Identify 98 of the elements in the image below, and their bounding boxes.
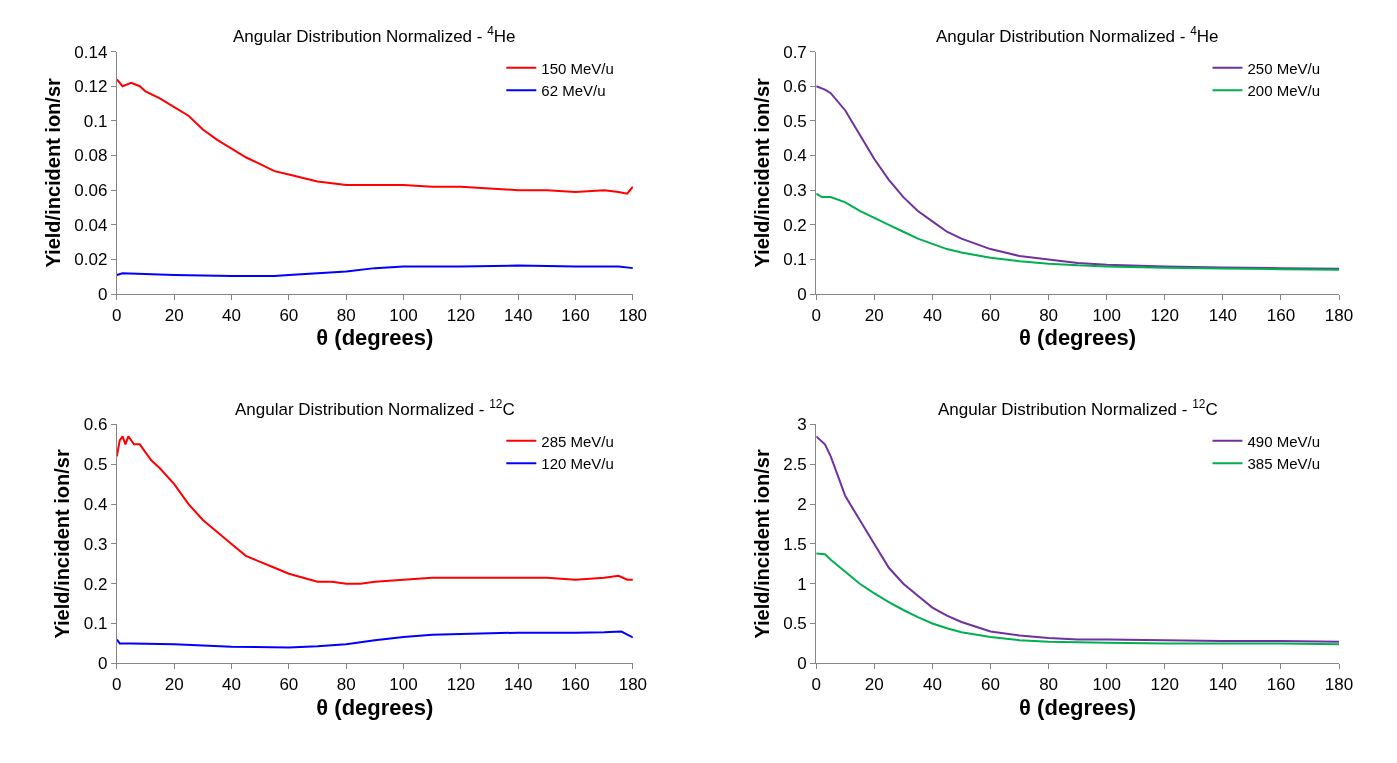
x-tick-label: 60 <box>981 305 1000 325</box>
x-tick-label: 140 <box>504 674 533 694</box>
y-tick-label: 0.02 <box>74 250 108 270</box>
y-tick-label: 0.6 <box>83 415 108 435</box>
x-tick-label: 180 <box>618 305 648 325</box>
x-tick-label: 100 <box>1092 305 1121 325</box>
y-tick-label: 0.6 <box>783 77 807 97</box>
y-tick-label: 0 <box>797 654 807 674</box>
x-axis-title: θ (degrees) <box>316 325 434 351</box>
y-tick-label: 0.12 <box>74 77 108 97</box>
line-series <box>116 264 633 277</box>
line-series <box>816 435 1340 643</box>
x-tick-label: 180 <box>618 674 648 694</box>
x-tick-label: 0 <box>811 305 821 325</box>
x-axis-title: θ (degrees) <box>1019 694 1137 720</box>
y-axis-title: Yield/incident ion/sr <box>51 449 74 639</box>
x-tick-label: 60 <box>279 674 299 694</box>
x-tick-label: 0 <box>112 305 122 325</box>
y-tick-label: 2 <box>797 495 807 515</box>
y-tick-label: 3 <box>797 415 807 435</box>
y-tick-label: 0.1 <box>783 250 807 270</box>
x-tick-label: 60 <box>279 305 299 325</box>
line-series <box>116 435 633 585</box>
x-tick-label: 140 <box>504 305 533 325</box>
x-tick-label: 20 <box>864 674 884 694</box>
y-axis-title: Yield/incident ion/sr <box>750 77 773 268</box>
legend-label: 490 MeV/u <box>1247 432 1321 450</box>
legend-label: 250 MeV/u <box>1247 59 1321 77</box>
chart-title: Angular Distribution Normalized - $^{12}$C <box>235 397 515 420</box>
legend-label: 120 MeV/u <box>541 455 614 473</box>
y-tick-label: 0.3 <box>83 534 108 554</box>
x-tick-label: 180 <box>1324 305 1354 325</box>
y-tick-label: 0.7 <box>783 42 807 62</box>
x-tick-label: 40 <box>222 305 241 325</box>
line-series <box>816 85 1340 270</box>
y-tick-label: 0.4 <box>783 146 807 166</box>
x-tick-label: 100 <box>1092 674 1121 694</box>
y-tick-label: 0 <box>797 285 807 305</box>
x-tick-label: 60 <box>981 674 1000 694</box>
chart-title: Angular Distribution Normalized - $^{4}$He <box>233 24 516 47</box>
x-tick-label: 180 <box>1324 674 1354 694</box>
legend-label: 285 MeV/u <box>541 432 614 450</box>
x-tick-label: 80 <box>1039 674 1059 694</box>
x-tick-label: 80 <box>336 674 356 694</box>
x-axis-title: θ (degrees) <box>1019 325 1137 351</box>
line-series <box>816 552 1340 646</box>
x-tick-label: 0 <box>811 674 821 694</box>
chart-title: Angular Distribution Normalized - $^{12}$C <box>938 397 1218 420</box>
y-tick-label: 2.5 <box>783 455 807 475</box>
x-tick-label: 100 <box>389 674 418 694</box>
x-tick-label: 40 <box>922 674 942 694</box>
x-tick-label: 160 <box>1266 674 1296 694</box>
y-tick-label: 0.06 <box>74 181 108 201</box>
y-tick-label: 0.04 <box>74 215 108 235</box>
x-tick-label: 140 <box>1208 674 1238 694</box>
line-series <box>116 630 633 649</box>
chart-title: Angular Distribution Normalized - $^{4}$He <box>936 24 1219 47</box>
y-tick-label: 1 <box>797 574 807 594</box>
x-tick-label: 140 <box>1208 305 1238 325</box>
x-tick-label: 160 <box>561 305 590 325</box>
x-tick-label: 20 <box>164 305 184 325</box>
x-tick-label: 80 <box>1039 305 1059 325</box>
x-tick-label: 40 <box>222 674 241 694</box>
y-tick-label: 0.14 <box>74 42 108 62</box>
line-series <box>116 78 633 195</box>
x-tick-label: 0 <box>112 674 122 694</box>
x-axis-title: θ (degrees) <box>316 694 434 720</box>
y-tick-label: 1.5 <box>783 534 807 554</box>
y-tick-label: 0.5 <box>783 614 807 634</box>
legend-label: 150 MeV/u <box>541 59 614 77</box>
x-tick-label: 120 <box>446 305 476 325</box>
x-tick-label: 20 <box>164 674 184 694</box>
x-tick-label: 160 <box>1266 305 1296 325</box>
x-tick-label: 40 <box>922 305 942 325</box>
y-tick-label: 0.1 <box>83 111 108 131</box>
x-tick-label: 160 <box>561 674 590 694</box>
y-tick-label: 0.5 <box>83 455 108 475</box>
y-tick-label: 0 <box>97 654 108 674</box>
legend-label: 62 MeV/u <box>541 82 606 100</box>
y-tick-label: 0.08 <box>74 146 108 166</box>
y-tick-label: 0.2 <box>83 574 108 594</box>
legend-label: 385 MeV/u <box>1247 455 1321 473</box>
y-tick-label: 0.4 <box>83 495 108 515</box>
line-series <box>816 192 1340 271</box>
x-tick-label: 20 <box>864 305 884 325</box>
legend-label: 200 MeV/u <box>1247 82 1321 100</box>
x-tick-label: 100 <box>389 305 418 325</box>
x-tick-label: 120 <box>446 674 476 694</box>
x-tick-label: 80 <box>336 305 356 325</box>
x-tick-label: 120 <box>1150 305 1179 325</box>
y-tick-label: 0.3 <box>783 181 807 201</box>
y-tick-label: 0.5 <box>783 111 807 131</box>
y-tick-label: 0 <box>97 285 108 305</box>
y-axis-title: Yield/incident ion/sr <box>750 449 773 639</box>
y-axis-title: Yield/incident ion/sr <box>41 77 64 268</box>
x-tick-label: 120 <box>1150 674 1179 694</box>
y-tick-label: 0.2 <box>783 215 807 235</box>
y-tick-label: 0.1 <box>83 614 108 634</box>
